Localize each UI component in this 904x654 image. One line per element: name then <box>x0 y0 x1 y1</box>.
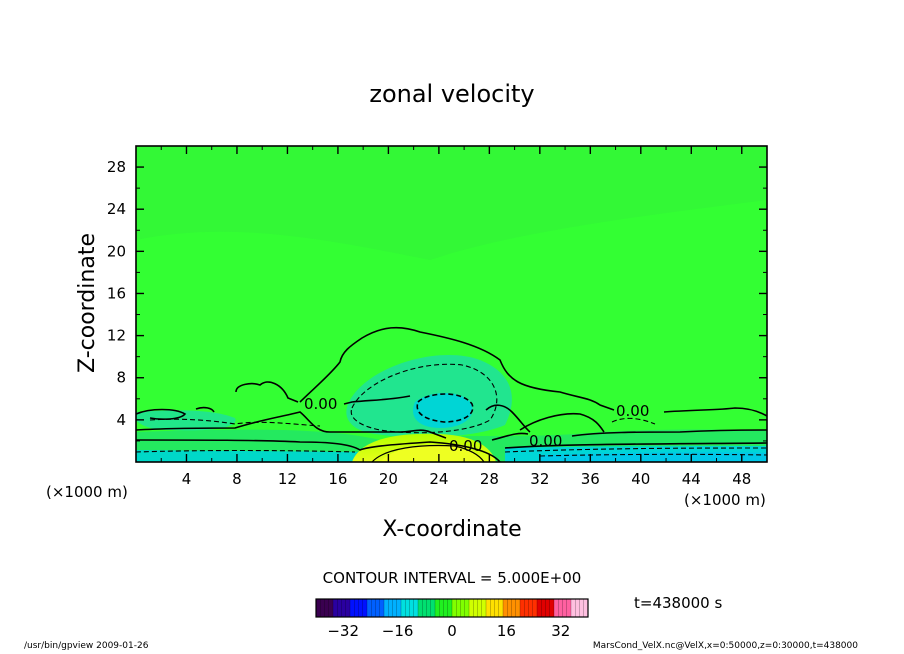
colorbar-tick-label: 0 <box>447 622 457 640</box>
field-region-weak-upper <box>136 146 767 260</box>
field-region-strong-positive-cell <box>380 444 482 462</box>
colorbar-tick-label: −16 <box>382 622 414 640</box>
colorbar-swatch <box>435 599 453 617</box>
time-label: t=438000 s <box>634 594 722 612</box>
colorbar-tick-label: −32 <box>327 622 359 640</box>
negative-contour-left <box>149 418 321 427</box>
colorbar-swatch <box>554 599 572 617</box>
x-unit-label-right: (×1000 m) <box>684 491 766 509</box>
zero-contour-middle <box>135 411 768 441</box>
colorbar-swatch <box>486 599 504 617</box>
zero-contour-center-bump <box>485 404 531 433</box>
y-tick-label: 12 <box>107 327 126 345</box>
chart-title: zonal velocity <box>369 80 534 108</box>
colorbar-swatch <box>503 599 521 617</box>
contour-label: 0.00 <box>616 402 649 420</box>
y-tick-label: 20 <box>107 242 126 260</box>
x-tick-label: 20 <box>379 470 398 488</box>
x-tick-labels: 4 8 12 16 20 24 28 32 36 40 44 48 <box>182 470 752 488</box>
plot-area: 0.00 0.00 0.00 0.00 <box>135 145 768 463</box>
zero-contour-lower <box>135 439 768 463</box>
colorbar-swatch <box>418 599 436 617</box>
y-tick-label: 4 <box>116 411 126 429</box>
positive-contour <box>371 444 485 463</box>
plot-frame <box>135 145 768 463</box>
zero-contour-upper <box>235 326 768 417</box>
colorbar-tick-labels: −32 −16 0 16 32 <box>327 622 570 640</box>
y-tick-labels: 4 8 12 16 20 24 28 <box>107 158 126 429</box>
colorbar <box>315 598 589 618</box>
colorbar-swatch <box>469 599 487 617</box>
x-tick-label: 8 <box>232 470 242 488</box>
colorbar-swatch <box>571 599 589 617</box>
x-tick-label: 40 <box>631 470 650 488</box>
y-tick-label: 8 <box>116 369 126 387</box>
field-region-left-negative <box>136 410 236 431</box>
negative-contour-right <box>611 417 656 425</box>
contour-label: 0.00 <box>304 395 337 413</box>
x-tick-label: 28 <box>480 470 499 488</box>
y-tick-label: 16 <box>107 284 126 302</box>
colorbar-tick-label: 16 <box>497 622 516 640</box>
contour-label: 0.00 <box>449 437 482 455</box>
colorbar-swatch <box>384 599 402 617</box>
colorbar-swatch <box>333 599 351 617</box>
x-tick-label: 16 <box>328 470 347 488</box>
x-tick-label: 24 <box>429 470 448 488</box>
x-tick-label: 44 <box>682 470 701 488</box>
contour-label: 0.00 <box>529 432 562 450</box>
negative-contour-central-inner <box>416 393 474 423</box>
colorbar-swatch <box>350 599 368 617</box>
colorbar-frame <box>315 598 589 618</box>
colorbar-swatch <box>537 599 555 617</box>
x-tick-label: 32 <box>530 470 549 488</box>
colorbar-swatch <box>452 599 470 617</box>
footer-left: /usr/bin/gpview 2009-01-26 <box>24 641 149 651</box>
y-tick-label: 24 <box>107 200 126 218</box>
y-axis-label: Z-coordinate <box>75 233 100 373</box>
field-region-bottom-negative <box>136 450 360 462</box>
colorbar-tick-label: 32 <box>551 622 570 640</box>
x-axis-label: X-coordinate <box>382 517 521 542</box>
x-tick-label: 12 <box>278 470 297 488</box>
colorbar-swatch <box>367 599 385 617</box>
y-tick-label: 28 <box>107 158 126 176</box>
negative-contour-central-outer <box>350 363 498 434</box>
axis-ticks <box>136 146 767 462</box>
x-tick-label: 48 <box>732 470 751 488</box>
colorbar-swatch <box>316 599 334 617</box>
x-tick-label: 36 <box>581 470 600 488</box>
field-region-strong-negative-cell <box>412 393 473 428</box>
colorbar-swatch <box>520 599 538 617</box>
colorbar-swatch <box>401 599 419 617</box>
footer-right: MarsCond_VelX.nc@VelX,x=0:50000,z=0:3000… <box>592 641 858 651</box>
negative-contour-bottom <box>135 447 768 453</box>
x-unit-label-left: (×1000 m) <box>46 483 128 501</box>
contour-interval-label: CONTOUR INTERVAL = 5.000E+00 <box>323 569 582 587</box>
zero-contour-right-bump <box>519 412 605 433</box>
x-tick-label: 4 <box>182 470 192 488</box>
